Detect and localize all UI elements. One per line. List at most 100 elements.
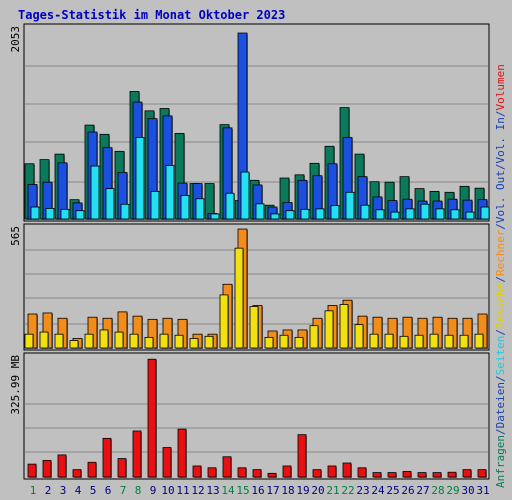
bar <box>294 336 304 349</box>
bar <box>207 467 217 478</box>
legend-item: Vol. In <box>494 117 507 163</box>
chart-title: Tages-Statistik im Monat Oktober 2023 <box>18 8 285 22</box>
bar <box>87 461 97 478</box>
bar <box>297 434 307 478</box>
panel-max-label: 565 <box>9 226 22 246</box>
day-label: 18 <box>281 484 294 497</box>
legend-item: / <box>494 163 507 170</box>
day-label: 13 <box>206 484 219 497</box>
bar <box>189 338 199 349</box>
bar <box>405 208 415 220</box>
bar <box>57 454 67 478</box>
day-label: 9 <box>150 484 157 497</box>
legend-item: / <box>494 329 507 336</box>
bar <box>339 304 349 349</box>
bar <box>285 210 295 220</box>
bar <box>480 206 490 220</box>
bar <box>105 188 115 220</box>
day-label: 7 <box>120 484 127 497</box>
bar <box>192 465 202 478</box>
day-label: 22 <box>341 484 354 497</box>
bar <box>372 472 382 478</box>
day-label: 12 <box>191 484 204 497</box>
bar <box>69 340 79 349</box>
day-label: 23 <box>356 484 369 497</box>
bar <box>342 462 352 478</box>
panel-frame <box>23 23 490 222</box>
panel-frame <box>23 352 490 480</box>
bar <box>354 324 364 349</box>
legend-item: / <box>494 110 507 117</box>
day-label: 26 <box>401 484 414 497</box>
bar <box>390 211 400 220</box>
bar <box>210 213 220 220</box>
day-label: 2 <box>45 484 52 497</box>
bar <box>357 467 367 478</box>
bar <box>432 472 442 478</box>
bar <box>30 206 40 220</box>
bar <box>429 333 439 349</box>
legend-item: / <box>494 276 507 283</box>
day-label: 8 <box>135 484 142 497</box>
day-label: 24 <box>371 484 385 497</box>
bar <box>174 334 184 349</box>
panel-frame <box>23 223 490 351</box>
bar <box>375 209 385 220</box>
day-label: 30 <box>461 484 474 497</box>
legend-item: / <box>494 375 507 382</box>
legend-item: Anfragen <box>494 435 507 488</box>
day-label: 6 <box>105 484 112 497</box>
bar <box>384 333 394 349</box>
series-seiten <box>30 137 490 220</box>
bar <box>450 209 460 220</box>
legend-item: Vol. Out <box>494 170 507 223</box>
day-label: 21 <box>326 484 339 497</box>
bar <box>345 191 355 220</box>
bar <box>24 333 34 349</box>
bar <box>195 198 205 220</box>
day-label: 16 <box>251 484 264 497</box>
bar <box>204 335 214 349</box>
bar <box>132 430 142 478</box>
bar <box>90 165 100 220</box>
bar <box>99 329 109 349</box>
panel-volume: 325.99 MB <box>9 352 490 480</box>
bar <box>240 171 250 220</box>
legend-item: Rechner <box>494 229 507 276</box>
bar <box>72 469 82 478</box>
day-label: 5 <box>90 484 97 497</box>
bar <box>45 208 55 220</box>
day-label: 17 <box>266 484 279 497</box>
series-besuche <box>24 247 484 349</box>
bar <box>75 210 85 220</box>
bar <box>234 247 244 349</box>
legend-item: Volumen <box>494 64 507 110</box>
bar <box>252 469 262 478</box>
bar <box>219 294 229 349</box>
day-label: 28 <box>431 484 444 497</box>
right-legend: Anfragen/Dateien/Seiten/Besuche/Rechner/… <box>494 64 507 488</box>
bar <box>267 472 277 478</box>
bar <box>27 463 37 478</box>
bar <box>309 325 319 349</box>
bar <box>330 205 340 220</box>
panel-max-label: 2053 <box>9 26 22 53</box>
bar <box>177 428 187 478</box>
legend-item: Besuche <box>494 283 507 329</box>
bar <box>147 358 157 478</box>
bar <box>414 334 424 349</box>
bar <box>327 465 337 478</box>
bar <box>42 460 52 478</box>
day-label: 20 <box>311 484 324 497</box>
day-label: 15 <box>236 484 249 497</box>
day-label: 4 <box>75 484 82 497</box>
bar <box>165 165 175 220</box>
bar <box>54 333 64 349</box>
day-label: 19 <box>296 484 309 497</box>
bar <box>435 208 445 220</box>
bar <box>150 190 160 220</box>
bar <box>135 137 145 220</box>
bar <box>249 306 259 349</box>
day-label: 14 <box>221 484 235 497</box>
bar <box>39 331 49 349</box>
